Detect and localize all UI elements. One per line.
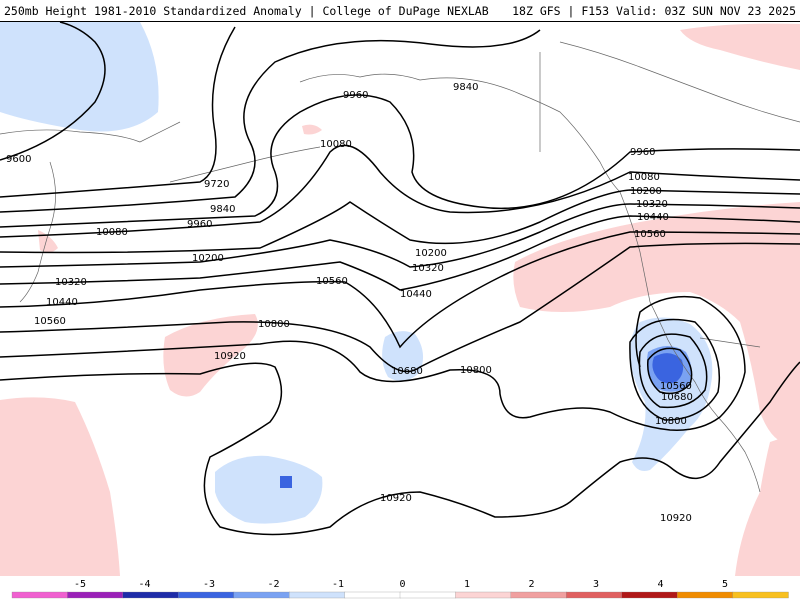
colorbar-swatch: [566, 591, 623, 599]
coastline-alaska: [299, 73, 621, 193]
colorbar-tick-label: -5: [74, 579, 86, 590]
neg-anomaly-trough: [382, 331, 424, 381]
colorbar-swatch: [344, 591, 401, 599]
contour-label-10560: 10560: [634, 229, 666, 240]
colorbar-swatch: [455, 591, 512, 599]
contour-9840: [0, 29, 541, 213]
contour-label-9720: 9720: [204, 179, 229, 190]
contour-label-10560: 10560: [660, 381, 692, 392]
contour-label-10320: 10320: [412, 263, 444, 274]
colorbar-swatch: [122, 591, 179, 599]
colorbar-tick-label: 4: [657, 579, 663, 590]
contour-label-10920: 10920: [214, 351, 246, 362]
contour-10680: [0, 242, 800, 373]
contour-label-9960: 9960: [630, 147, 655, 158]
pos-anomaly-southeast: [735, 432, 800, 576]
contour-10080: [0, 144, 800, 238]
colorbar-swatch: [732, 591, 789, 599]
contour-label-10080: 10080: [628, 172, 660, 183]
contour-label-10560: 10560: [316, 276, 348, 287]
colorbar-swatch: [178, 591, 235, 599]
contour-low-outer: [629, 318, 721, 421]
contour-10560: [0, 231, 800, 349]
contour-low-mid: [638, 333, 708, 409]
pos-anomaly-small: [302, 124, 322, 135]
contour-label-9960: 9960: [187, 219, 212, 230]
contour-label-10680: 10680: [391, 366, 423, 377]
contour-label-10920: 10920: [660, 513, 692, 524]
coastline-aleutians: [169, 146, 321, 183]
neg-anomaly-subtropics-core: [280, 476, 292, 488]
contour-label-10560: 10560: [34, 316, 66, 327]
neg-anomaly-subtropics: [215, 455, 323, 524]
contour-label-10200: 10200: [415, 248, 447, 259]
contour-label-10440: 10440: [46, 297, 78, 308]
colorbar-swatch: [676, 591, 734, 599]
colorbar-tick-label: 1: [464, 579, 470, 590]
contour-label-10440: 10440: [400, 289, 432, 300]
colorbar-tick-label: -4: [138, 579, 150, 590]
colorbar-tick-label: -1: [332, 579, 344, 590]
pos-anomaly-japan: [38, 230, 58, 253]
pos-anomaly-greenland: [680, 23, 800, 71]
contour-10920: [0, 361, 800, 536]
contour-label-10200: 10200: [630, 186, 662, 197]
contour-label-9960: 9960: [343, 90, 368, 101]
colorbar-swatch: [288, 591, 346, 599]
contour-10800: [0, 295, 746, 431]
colorbar-swatch: [399, 591, 457, 599]
colorbar-swatch: [621, 591, 678, 599]
colorbar-tick-label: -2: [267, 579, 279, 590]
contour-label-10800: 10800: [258, 319, 290, 330]
contour-9960: [0, 94, 800, 228]
neg-anomaly-baja-core: [652, 353, 684, 384]
border-us-mexico: [699, 337, 761, 348]
contour-label-9840: 9840: [453, 82, 478, 93]
contour-label-9840: 9840: [210, 204, 235, 215]
contour-label-10920: 10920: [380, 493, 412, 504]
contour-label-10680: 10680: [661, 392, 693, 403]
contour-10200: [0, 189, 800, 254]
colorbar-swatch: [233, 591, 290, 599]
contour-label-10440: 10440: [637, 212, 669, 223]
contour-10320: [0, 203, 800, 268]
coastline-siberia: [0, 121, 181, 143]
colorbar-swatch: [67, 591, 124, 599]
map-title: 250mb Height 1981-2010 Standardized Anom…: [4, 4, 489, 18]
coastline-west-coast: [619, 191, 761, 493]
colorbar-tick-label: 3: [593, 579, 599, 590]
contour-label-9600: 9600: [6, 154, 31, 165]
weather-map: 9600 9720 9840 9840 9960 9960 9960 10080…: [0, 22, 800, 576]
height-contours: [0, 22, 800, 536]
pos-anomaly-central-pacific: [163, 314, 258, 397]
map-header: 250mb Height 1981-2010 Standardized Anom…: [0, 0, 800, 22]
pos-anomaly-west-pacific: [0, 397, 120, 576]
contour-label-10320: 10320: [636, 199, 668, 210]
colorbar-tick-label: -3: [203, 579, 215, 590]
contour-label-10080: 10080: [320, 139, 352, 150]
pos-anomaly-rockies: [513, 202, 800, 444]
anomaly-shading: [0, 22, 800, 576]
contour-label-10080: 10080: [96, 227, 128, 238]
contour-label-10800: 10800: [460, 365, 492, 376]
colorbar-swatch: [11, 591, 69, 599]
contour-label-10200: 10200: [192, 253, 224, 264]
contour-9720: [0, 26, 236, 198]
coastlines: [0, 41, 800, 493]
anomaly-colorbar: -5 -4 -3 -2 -1 0 1 2 3 4 5: [11, 579, 789, 599]
colorbar-tick-label: 5: [722, 579, 728, 590]
contour-labels: 9600 9720 9840 9840 9960 9960 9960 10080…: [6, 82, 693, 524]
colorbar-tick-label: 0: [399, 579, 405, 590]
colorbar-tick-label: 2: [528, 579, 534, 590]
contour-10440: [0, 215, 800, 291]
contour-9600: [0, 22, 106, 161]
neg-anomaly-siberia: [0, 22, 159, 132]
coastline-kamchatka: [19, 161, 56, 303]
contour-label-10800: 10800: [655, 416, 687, 427]
contour-low-inner: [647, 347, 693, 395]
colorbar-swatch: [510, 591, 567, 599]
model-valid-time: 18Z GFS | F153 Valid: 03Z SUN NOV 23 202…: [512, 4, 796, 18]
contour-label-10320: 10320: [55, 277, 87, 288]
coastline-arctic: [559, 41, 800, 123]
